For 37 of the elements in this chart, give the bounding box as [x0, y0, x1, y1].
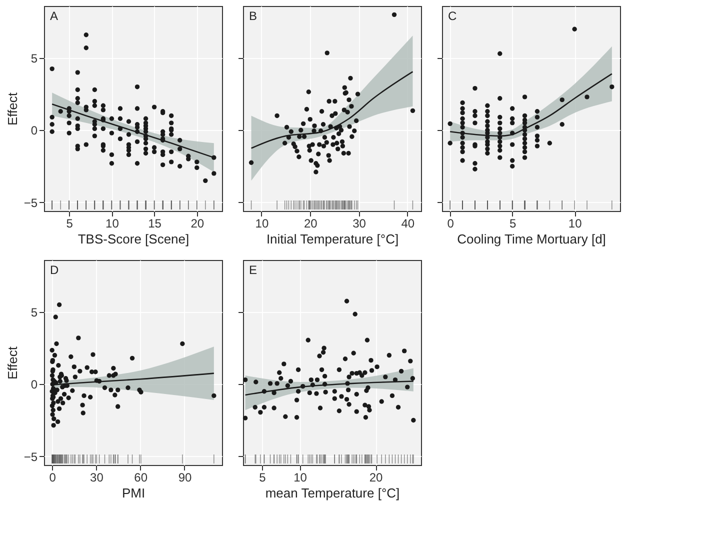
line-series [51, 104, 215, 158]
x-axis-title: TBS-Score [Scene] [78, 232, 190, 246]
chart-title: C [448, 9, 457, 23]
x-axis-title: Cooling Time Mortuary [d] [457, 232, 606, 246]
x-axis-title: Initial Temperature [°C] [266, 232, 399, 246]
y-tick-label: 5 [30, 305, 38, 320]
x-tick-label: 90 [178, 470, 192, 484]
x-tick-label: 60 [134, 470, 148, 484]
chart-title: E [249, 263, 258, 277]
x-tick-label: 30 [90, 470, 104, 484]
x-tick-label: 10 [106, 216, 120, 230]
y-tick-label: −5 [24, 450, 38, 464]
y-tick-label: 5 [30, 51, 38, 66]
x-tick-label: 15 [148, 216, 162, 230]
y-axis-title: Effect [4, 92, 20, 126]
x-tick-label: 5 [66, 216, 74, 230]
x-tick-label: 5 [509, 216, 516, 230]
x-tick-label: 0 [447, 216, 454, 230]
y-tick-label: 0 [30, 378, 38, 392]
x-tick-label: 0 [49, 470, 56, 484]
y-tick-label: −5 [24, 196, 38, 210]
y-tick-label: 0 [30, 124, 38, 138]
x-axis-title: mean Temperature [°C] [265, 486, 400, 500]
x-tick-label: 10 [568, 216, 582, 230]
x-tick-label: 40 [401, 216, 415, 230]
x-axis-title: PMI [122, 486, 146, 500]
x-tick-label: 30 [352, 216, 366, 230]
x-tick-label: 20 [369, 470, 384, 484]
x-tick-label: 20 [304, 216, 318, 230]
chart-title: D [50, 263, 59, 277]
y-axis-title: Effect [4, 346, 20, 380]
x-tick-label: 10 [255, 216, 269, 230]
x-tick-label: 5 [259, 470, 266, 484]
chart-title: A [50, 9, 58, 23]
x-tick-label: 10 [294, 470, 308, 484]
x-tick-label: 20 [190, 216, 204, 230]
chart-title: B [249, 9, 258, 23]
